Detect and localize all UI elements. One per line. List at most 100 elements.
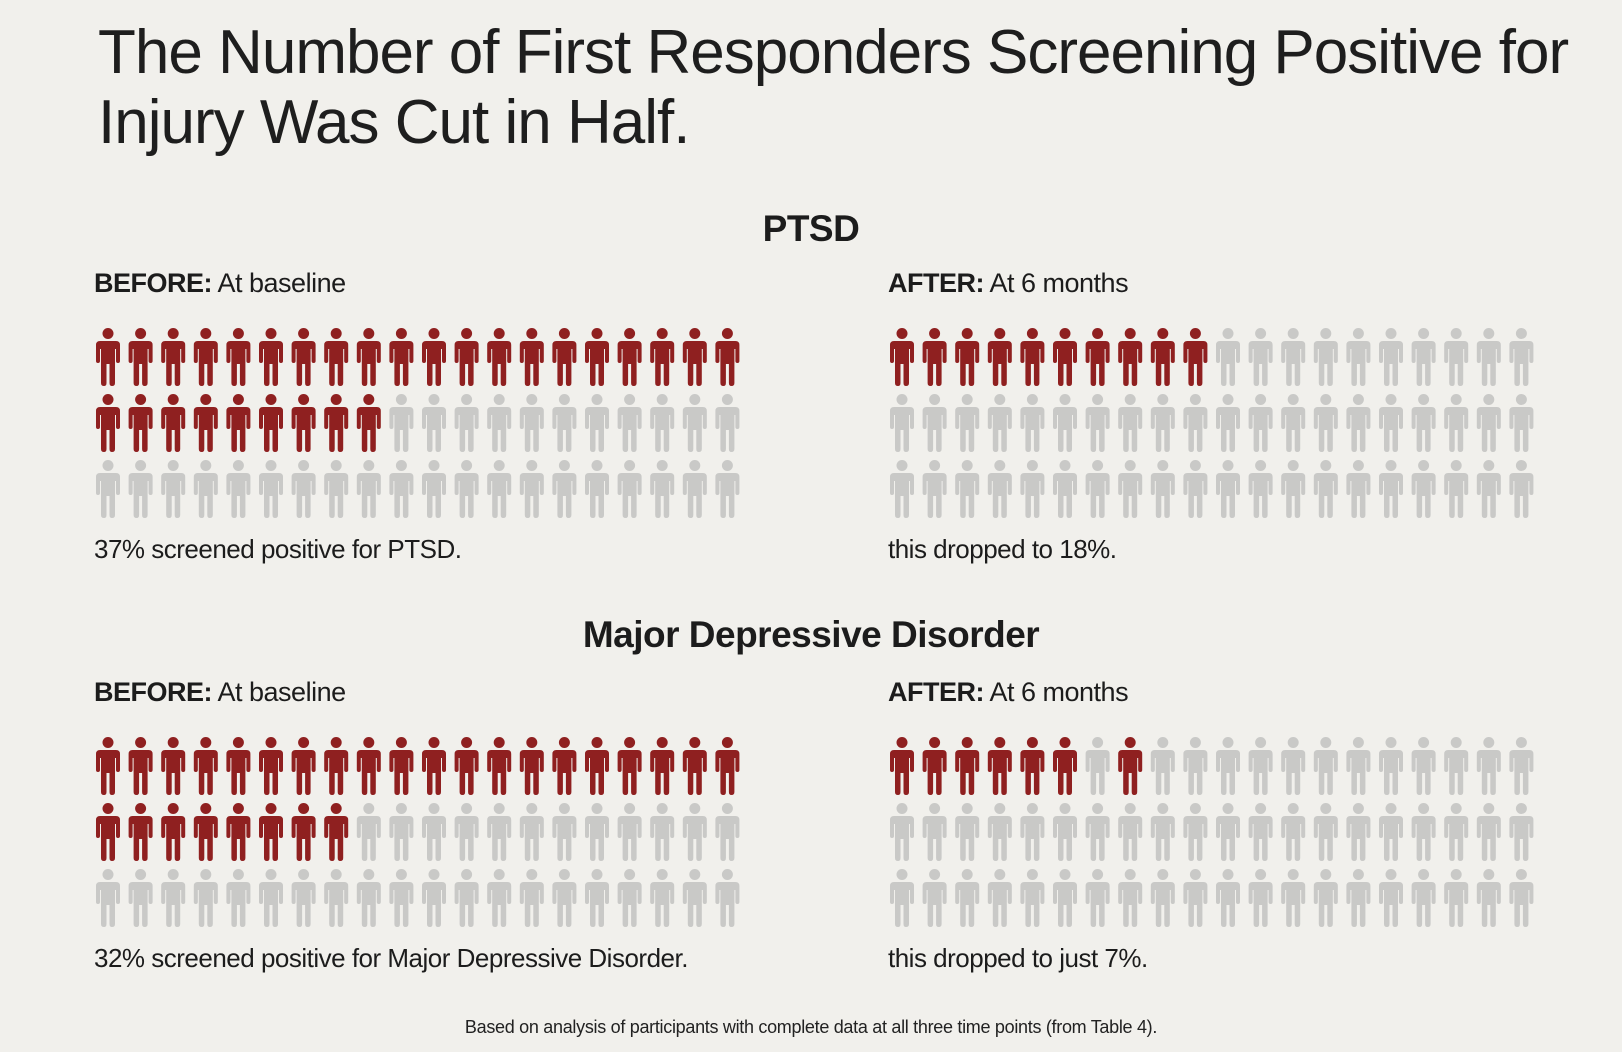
person-icon [1509, 803, 1534, 861]
panel-ptsd-before: BEFORE: At baseline 37% screened positiv… [94, 268, 766, 564]
person-icon [715, 737, 740, 795]
panel-label-bold: AFTER: [888, 677, 984, 707]
person-icon [1020, 803, 1045, 861]
person-icon [1476, 737, 1501, 795]
person-icon [585, 737, 609, 795]
person-icon [356, 328, 381, 386]
person-icon [1346, 394, 1371, 452]
person-icon [1313, 803, 1338, 861]
person-icon [454, 328, 479, 386]
person-icon [291, 460, 316, 518]
person-icon [519, 328, 544, 386]
person-icon [422, 737, 446, 795]
section-title-mdd: Major Depressive Disorder [582, 614, 1040, 655]
person-icon [650, 737, 675, 795]
person-icon [1313, 328, 1338, 386]
person-icon [890, 737, 914, 795]
panel-label-rest: At 6 months [983, 677, 1129, 707]
person-icon [1248, 394, 1273, 452]
person-icon [161, 737, 186, 795]
pictograph-grid-ptsd-before [96, 328, 740, 518]
person-icon [1085, 460, 1110, 518]
panel-label-bold: AFTER: [888, 268, 984, 298]
person-icon [487, 460, 512, 518]
person-icon [552, 460, 577, 518]
person-icon [955, 803, 980, 861]
person-icon [389, 869, 414, 927]
person-icon [1183, 328, 1208, 386]
person-icon [161, 460, 186, 518]
person-icon [96, 869, 120, 927]
person-icon [1411, 394, 1436, 452]
person-icon [324, 394, 349, 452]
person-icon [487, 737, 512, 795]
person-icon [955, 869, 980, 927]
person-icon [193, 869, 218, 927]
person-icon [650, 394, 675, 452]
person-icon [1150, 394, 1175, 452]
person-icon [1020, 394, 1045, 452]
panel-label: BEFORE: At baseline [94, 677, 766, 707]
person-icon [1118, 869, 1143, 927]
person-icon [1509, 328, 1534, 386]
person-icon [193, 460, 218, 518]
panel-label: AFTER: At 6 months [888, 268, 1560, 298]
person-icon [682, 460, 707, 518]
person-icon [1085, 394, 1110, 452]
person-icon [1444, 460, 1469, 518]
pictograph-grid-ptsd-after [890, 328, 1534, 518]
person-icon [128, 737, 153, 795]
person-icon [161, 869, 186, 927]
panel-label-rest: At 6 months [983, 268, 1129, 298]
person-icon [1118, 328, 1143, 386]
person-icon [519, 869, 544, 927]
person-icon [1150, 737, 1175, 795]
person-icon [389, 394, 414, 452]
person-icon [226, 460, 251, 518]
person-icon [1281, 460, 1306, 518]
person-icon [955, 394, 980, 452]
person-icon [955, 460, 980, 518]
person-icon [552, 737, 577, 795]
person-icon [1476, 328, 1501, 386]
person-icon [1248, 803, 1273, 861]
person-icon [617, 737, 642, 795]
person-icon [1118, 394, 1143, 452]
person-icon [519, 803, 544, 861]
person-icon [682, 394, 707, 452]
person-icon [650, 803, 675, 861]
pictograph-grid-mdd-after [890, 737, 1534, 927]
person-icon [487, 803, 512, 861]
person-icon [96, 460, 120, 518]
person-icon [1509, 394, 1534, 452]
person-icon [987, 869, 1012, 927]
person-icon [1118, 803, 1143, 861]
person-icon [259, 328, 283, 386]
person-icon [519, 394, 544, 452]
panel-ptsd-after: AFTER: At 6 months this dropped to 18%. [888, 268, 1560, 564]
person-icon [259, 394, 283, 452]
person-icon [1183, 803, 1208, 861]
person-icon [356, 737, 381, 795]
person-icon [922, 460, 947, 518]
person-icon [552, 328, 577, 386]
pictograph-grid-mdd-before [96, 737, 740, 927]
person-icon [389, 460, 414, 518]
person-icon [226, 328, 251, 386]
person-icon [356, 460, 381, 518]
person-icon [389, 328, 414, 386]
panel-mdd-before: BEFORE: At baseline 32% screened positiv… [94, 677, 766, 973]
person-icon [650, 328, 675, 386]
person-icon [955, 737, 980, 795]
chart-title: The Number of First Responders Screening… [98, 18, 1569, 157]
person-icon [682, 869, 707, 927]
person-icon [324, 869, 349, 927]
person-icon [1020, 460, 1045, 518]
person-icon [487, 394, 512, 452]
person-icon [1346, 803, 1371, 861]
person-icon [890, 869, 914, 927]
person-icon [1281, 737, 1306, 795]
person-icon [389, 803, 414, 861]
person-icon [987, 328, 1012, 386]
person-icon [422, 869, 446, 927]
